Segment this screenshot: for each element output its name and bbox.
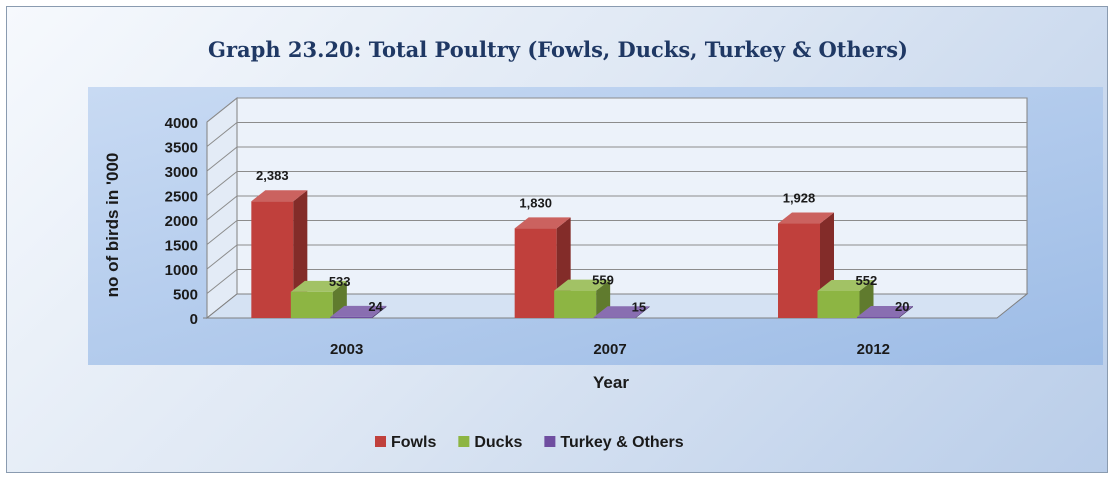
x-tick-label: 2003: [330, 341, 363, 358]
y-axis-ticks: 0 500 1000 1500 2000 2500 3000 3500 4000: [165, 115, 198, 328]
gridline-side: [206, 220, 238, 245]
chart-frame: 2,383 533 24 1,830 559 15 1,928 552 20 0 500 1000 1…: [6, 6, 1108, 473]
legend-label: Turkey & Others: [560, 434, 683, 451]
y-axis-title: no of birds in '000: [103, 153, 122, 298]
y-tick-label: 0: [190, 311, 198, 328]
bar-front: [251, 201, 294, 318]
x-tick-label: 2007: [593, 341, 626, 358]
bar-side: [635, 306, 650, 318]
bar-top: [514, 217, 571, 229]
legend-item-turkey-others: Turkey & Others: [544, 434, 684, 451]
x-axis-title: Year: [593, 373, 629, 392]
y-tick-label: 2500: [165, 189, 198, 206]
x-tick-label: 2012: [857, 341, 890, 358]
bar-fowls-2007: [514, 217, 571, 318]
bar-top: [554, 279, 611, 291]
legend: Fowls Ducks Turkey & Others: [375, 434, 684, 451]
bar-top: [251, 190, 308, 202]
bar-top: [817, 279, 874, 291]
bar-side: [899, 306, 913, 318]
bar-top: [778, 212, 834, 224]
data-label: 2,383: [256, 168, 289, 183]
bar-front: [817, 290, 860, 318]
bar-top: [593, 306, 650, 318]
legend-label: Ducks: [474, 434, 522, 451]
gridline-side: [206, 171, 238, 196]
data-label: 533: [329, 274, 351, 289]
gridline-side: [206, 97, 238, 123]
legend-item-ducks: Ducks: [458, 434, 522, 451]
bar-fowls-2003: [251, 190, 308, 318]
bar-turkey-others-2003: [330, 305, 387, 318]
y-tick-label: 3000: [165, 164, 198, 181]
data-label: 1,928: [783, 191, 816, 206]
bar-top: [857, 306, 913, 318]
bar-turkey-others-2012: [857, 306, 913, 318]
gridline-side: [206, 244, 238, 270]
bar-front: [514, 228, 557, 318]
data-label: 552: [856, 273, 878, 288]
data-labels: 2,383 533 24 1,830 559 15 1,928 552 20: [256, 168, 909, 314]
chart-svg: 2,383 533 24 1,830 559 15 1,928 552 20 0 500 1000 1…: [88, 37, 1103, 451]
bar-front: [330, 316, 373, 318]
bar-side: [372, 305, 387, 318]
legend-swatch: [375, 436, 386, 447]
y-tick-label: 1000: [165, 262, 198, 279]
legend-swatch: [458, 436, 470, 447]
gridline-side: [206, 195, 238, 221]
bar-front: [554, 290, 597, 318]
chart-title: Graph 23.20: Total Poultry (Fowls, Ducks…: [208, 37, 908, 62]
legend-label: Fowls: [391, 434, 436, 451]
bar-top: [290, 280, 347, 292]
gridlines: [206, 97, 1027, 319]
bar-turkey-others-2007: [593, 306, 650, 318]
bar-front: [290, 291, 333, 318]
data-label: 559: [592, 273, 614, 288]
y-tick-label: 500: [173, 287, 198, 304]
data-label: 15: [632, 299, 646, 314]
x-axis-ticks: 2003 2007 2012: [330, 341, 890, 358]
bar-front: [857, 317, 899, 318]
gridline-side: [206, 146, 238, 172]
y-tick-label: 2000: [165, 213, 198, 230]
data-label: 24: [368, 299, 383, 314]
gridline-side: [206, 122, 238, 147]
bars: [251, 190, 913, 318]
y-tick-label: 1500: [165, 238, 198, 255]
bar-front: [778, 223, 820, 318]
legend-item-fowls: Fowls: [375, 434, 436, 451]
y-tick-label: 3500: [165, 140, 198, 157]
y-tick-label: 4000: [165, 115, 198, 132]
data-label: 1,830: [519, 195, 552, 210]
legend-swatch: [544, 436, 556, 447]
data-label: 20: [895, 299, 909, 314]
bar-top: [330, 305, 387, 317]
bar-front: [593, 317, 636, 318]
gridline-side: [206, 269, 238, 294]
